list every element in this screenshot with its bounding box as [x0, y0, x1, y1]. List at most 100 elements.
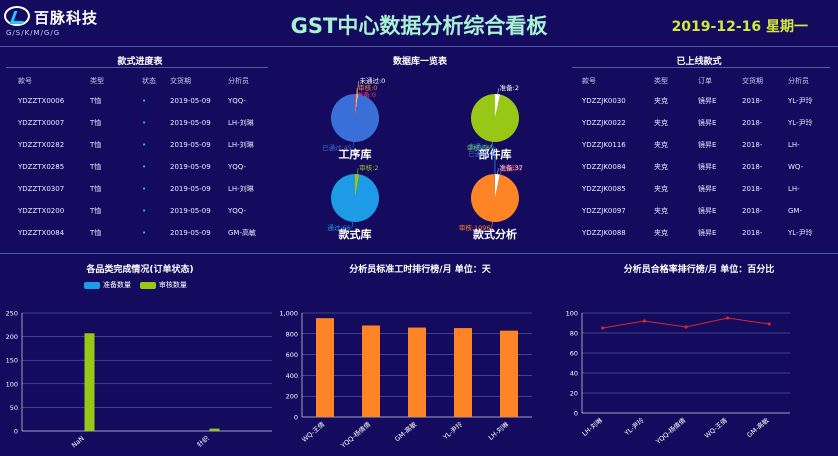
online-table-cell: WQ-: [788, 163, 804, 171]
progress-table-cell: LH-刘琳: [228, 119, 254, 127]
online-table-cell: 夹克: [654, 97, 668, 105]
legend-swatch-blue: [84, 281, 100, 289]
pie-slice[interactable]: [355, 174, 360, 198]
online-table-header-cell: 交货期: [742, 77, 763, 85]
progress-table-cell: 2019-05-09: [170, 185, 211, 193]
pie-slice-label: 通过:66: [327, 223, 350, 232]
x-tick-label: YL-尹玲: [440, 419, 464, 442]
progress-table-cell: 2019-05-09: [170, 207, 211, 215]
progress-table-row[interactable]: YDZZTX0084 T恤 • 2019-05-09 GM-高敏: [18, 222, 268, 244]
status-dot-icon: •: [142, 119, 147, 127]
progress-table-row[interactable]: YDZZTX0307 T恤 • 2019-05-09 LH-刘琳: [18, 178, 268, 200]
pie-slice[interactable]: [331, 94, 379, 142]
online-table-row[interactable]: YDZZJK0085 夹克 镜昇E 2018- LH-: [582, 178, 832, 200]
x-tick-label: WQ-王倩: [702, 415, 729, 440]
y-tick-label: 200: [6, 333, 18, 341]
pie-slice[interactable]: [355, 94, 358, 118]
pie-slice[interactable]: [495, 174, 500, 198]
progress-table-cell: T恤: [90, 141, 102, 149]
pie-slice-label: 准备:37: [499, 163, 522, 172]
online-table-row[interactable]: YDZZJK0022 夹克 镜昇E 2018- YL-尹玲: [582, 112, 832, 134]
online-table-cell: 夹克: [654, 229, 668, 237]
online-title-divider: [572, 67, 830, 68]
bar-standard-hours[interactable]: [500, 330, 518, 417]
online-table-row[interactable]: YDZZJK0097 夹克 镜昇E 2018- GM-: [582, 200, 832, 222]
progress-table-row[interactable]: YDZZTX0200 T恤 • 2019-05-09 YQQ-: [18, 200, 268, 222]
pass-rate-point[interactable]: [642, 319, 646, 323]
online-table-cell: 2018-: [742, 207, 763, 215]
x-tick-label: YQQ-杨倩倩: [338, 419, 373, 450]
bar-standard-hours[interactable]: [316, 318, 334, 417]
y-tick-label: 100: [566, 310, 578, 318]
pie-slice-label: 驳回:0: [503, 165, 522, 173]
pie-leader-line: [352, 141, 354, 148]
online-table-cell: 镜昇E: [698, 119, 717, 127]
bar-review[interactable]: [84, 333, 95, 431]
pass-rate-point[interactable]: [767, 322, 771, 326]
pie-slice[interactable]: [471, 174, 519, 222]
pie-slice[interactable]: [495, 94, 501, 118]
y-tick-label: 150: [6, 357, 18, 365]
progress-table-row[interactable]: YDZZTX0282 T恤 • 2019-05-09 LH-刘琳: [18, 134, 268, 156]
progress-table-row[interactable]: YDZZTX0007 T恤 • 2019-05-09 LH-刘琳: [18, 112, 268, 134]
pie-title: 工序库: [339, 147, 372, 161]
legend-item-prepare[interactable]: 准备数量: [84, 281, 131, 289]
legend-item-review[interactable]: 审核数量: [139, 281, 187, 289]
pie-leader-line: [357, 81, 359, 95]
online-table-cell: 2018-: [742, 141, 763, 149]
online-table-row[interactable]: YDZZJK0088 夹克 镜昇E 2018- YL-尹玲: [582, 222, 832, 244]
online-table-row[interactable]: YDZZJK0030 夹克 镜昇E 2018- YL-尹玲: [582, 90, 832, 112]
online-table-row[interactable]: YDZZJK0084 夹克 镜昇E 2018- WQ-: [582, 156, 832, 178]
pie-title: 款式库: [339, 227, 372, 241]
progress-table-cell: YQQ-: [228, 207, 247, 215]
pie-slice[interactable]: [471, 94, 519, 142]
x-tick-label: GM-高敏: [393, 419, 419, 443]
pie-leader-line: [491, 221, 493, 228]
progress-table-cell: LH-刘琳: [228, 185, 254, 193]
x-tick-label: LH-刘琳: [486, 419, 510, 442]
bar-standard-hours[interactable]: [362, 325, 380, 417]
y-tick-label: 600: [286, 351, 298, 359]
progress-table-row[interactable]: YDZZTX0006 T恤 • 2019-05-09 YQQ-: [18, 90, 268, 112]
y-tick-label: 800: [286, 330, 298, 338]
logo-name: 百脉科技: [34, 9, 99, 27]
pie-slice[interactable]: [331, 174, 379, 222]
online-table-cell: YDZZJK0097: [582, 207, 626, 215]
pie-slice[interactable]: [355, 94, 357, 118]
x-tick-label: YQQ-杨倩倩: [653, 415, 688, 446]
pie-leader-line: [497, 168, 499, 175]
pass-rate-chart-title: 分析员合格率排行榜/月 单位：百分比: [623, 265, 775, 275]
online-table-cell: 镜昇E: [698, 163, 717, 171]
bar-standard-hours[interactable]: [454, 328, 472, 417]
pass-rate-point[interactable]: [684, 325, 688, 329]
online-table-cell: YDZZJK0116: [582, 141, 626, 149]
progress-table-header-cell: 分析员: [228, 77, 249, 85]
progress-table-row[interactable]: YDZZTX0285 T恤 • 2019-05-09 YQQ-: [18, 156, 268, 178]
status-dot-icon: •: [142, 229, 147, 237]
pie-leader-line: [499, 168, 503, 175]
online-table-cell: 2018-: [742, 97, 763, 105]
pass-rate-point[interactable]: [601, 326, 605, 330]
online-table-header-cell: 款号: [582, 77, 596, 85]
bar-review[interactable]: [209, 428, 220, 431]
pie-slice[interactable]: [495, 174, 500, 198]
status-dot-icon: •: [142, 141, 147, 149]
online-table-cell: LH-: [788, 141, 800, 149]
pie-slice[interactable]: [355, 94, 356, 118]
online-table-cell: 镜昇E: [698, 141, 717, 149]
online-table-row[interactable]: YDZZJK0116 夹克 镜昇E 2018- LH-: [582, 134, 832, 156]
bar-standard-hours[interactable]: [408, 327, 426, 417]
hours-chart-title: 分析员标准工时排行榜/月 单位：天: [349, 265, 491, 275]
pie-slice-label: 未通过:0: [359, 76, 385, 85]
y-tick-label: 40: [570, 370, 578, 378]
progress-table-cell: 2019-05-09: [170, 163, 211, 171]
pass-rate-point[interactable]: [726, 316, 730, 320]
y-tick-label: 250: [6, 310, 18, 318]
y-tick-label: 80: [570, 330, 578, 338]
progress-table-cell: YDZZTX0307: [18, 185, 65, 193]
progress-table-header: 款号 类型 状态 交货期 分析员: [18, 72, 268, 90]
